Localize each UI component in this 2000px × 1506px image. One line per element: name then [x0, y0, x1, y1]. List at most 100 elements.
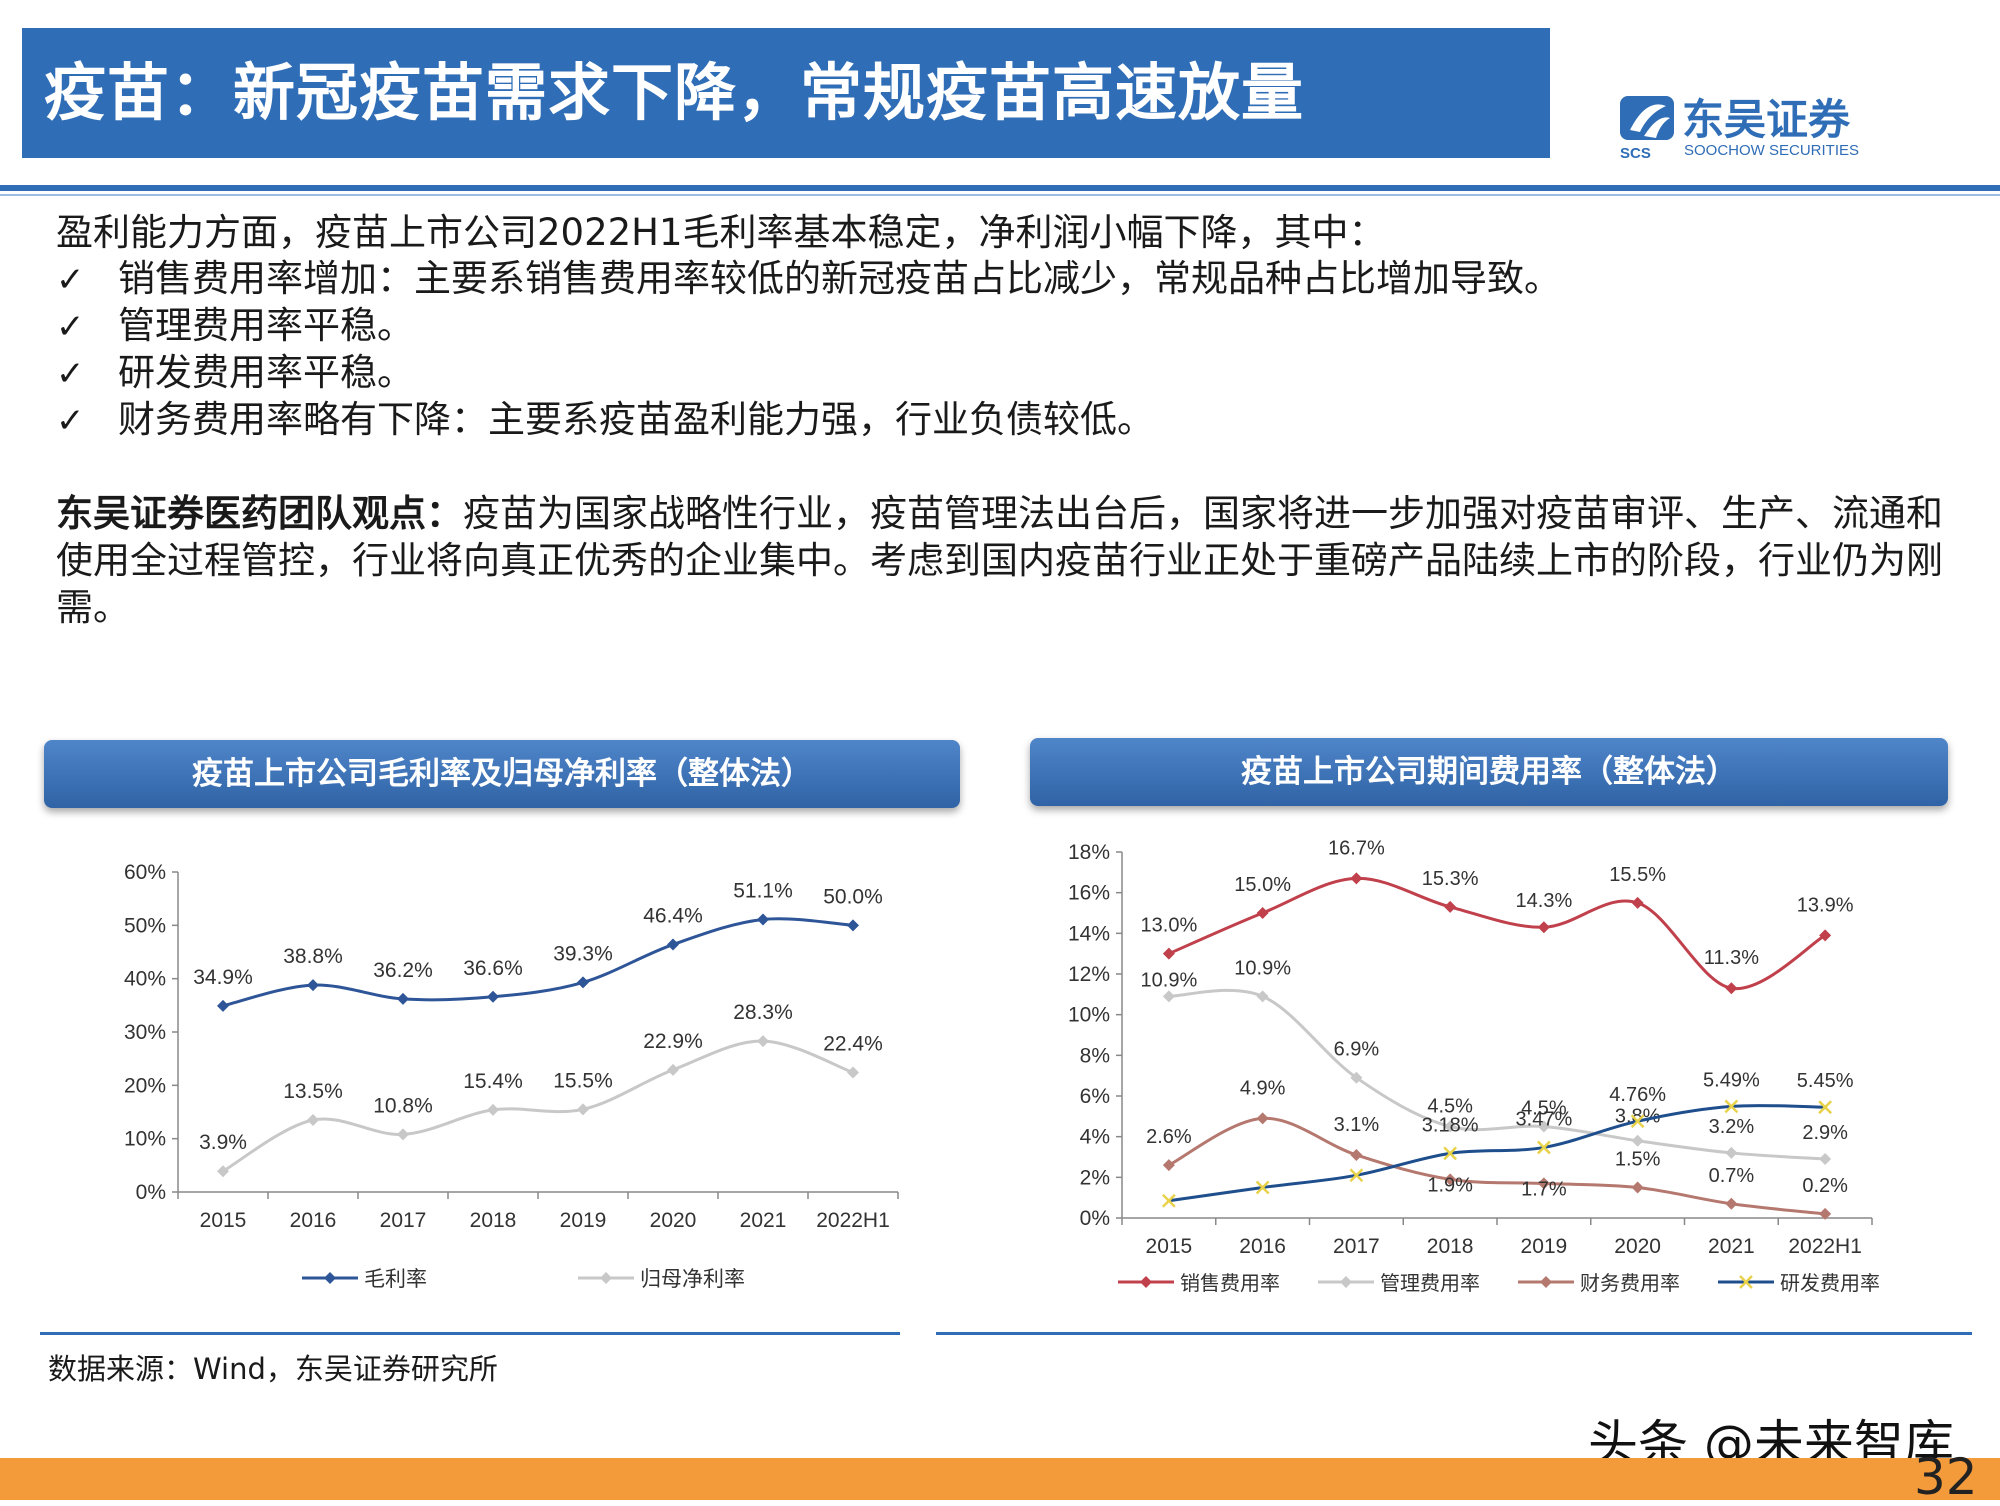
y-tick-label: 10% — [124, 1128, 166, 1151]
y-tick-label: 18% — [1068, 841, 1110, 864]
data-label: 10.8% — [373, 1094, 433, 1117]
data-point — [1444, 1120, 1457, 1133]
data-point — [1162, 1159, 1175, 1172]
check-icon: ✓ — [56, 260, 85, 300]
legend-item: 毛利率 — [302, 1268, 427, 1291]
team-view-label: 东吴证券医药团队观点： — [56, 492, 463, 535]
legend-item: 归母净利率 — [578, 1268, 745, 1291]
data-label: 3.8% — [1615, 1106, 1661, 1128]
x-tick-label: 2021 — [740, 1209, 787, 1232]
data-point — [1537, 921, 1550, 934]
data-label: 51.1% — [733, 879, 793, 902]
chart2-title: 疫苗上市公司期间费用率（整体法） — [1030, 738, 1948, 806]
data-point — [847, 1066, 859, 1079]
footer-bar — [0, 1458, 2000, 1500]
legend-label: 财务费用率 — [1580, 1272, 1680, 1295]
x-tick-label: 2020 — [1614, 1235, 1661, 1258]
header-rule — [0, 185, 2000, 191]
data-point — [757, 913, 769, 926]
data-label: 2.6% — [1146, 1126, 1192, 1148]
x-tick-label: 2015 — [200, 1209, 247, 1232]
data-point — [217, 999, 229, 1012]
data-label: 11.3% — [1704, 947, 1759, 969]
data-label: 15.3% — [1422, 868, 1479, 890]
bullet-text: 财务费用率略有下降：主要系疫苗盈利能力强，行业负债较低。 — [118, 398, 1154, 441]
data-point — [577, 1103, 589, 1116]
data-label: 39.3% — [553, 942, 613, 965]
team-view-text: 疫苗为国家战略性行业，疫苗管理法出台后，国家将进一步加强对疫苗审评、生产、流通和… — [56, 492, 1943, 629]
y-tick-label: 6% — [1080, 1085, 1110, 1108]
x-tick-label: 2016 — [290, 1209, 337, 1232]
chart1-title: 疫苗上市公司毛利率及归母净利率（整体法） — [44, 740, 960, 808]
series-line-归母净利率 — [222, 1039, 854, 1173]
data-label: 0.7% — [1709, 1165, 1755, 1187]
data-point — [1631, 1134, 1644, 1147]
data-point — [757, 1035, 769, 1048]
data-label: 10.9% — [1141, 969, 1198, 991]
check-icon: ✓ — [56, 401, 85, 441]
intro-text: 盈利能力方面，疫苗上市公司2022H1毛利率基本稳定，净利润小幅下降，其中： — [56, 211, 1386, 254]
data-point — [1819, 1207, 1832, 1220]
data-label: 46.4% — [643, 905, 703, 928]
data-label: 3.18% — [1422, 1114, 1479, 1136]
data-point — [1161, 1193, 1176, 1208]
data-point — [397, 1128, 409, 1141]
data-label: 2.9% — [1802, 1122, 1848, 1144]
data-label: 1.9% — [1427, 1174, 1473, 1196]
logo-mark-text: SCS — [1620, 145, 1651, 162]
logo-cn: 东吴证券 — [1682, 95, 1851, 144]
data-label: 3.47% — [1516, 1108, 1573, 1130]
data-point — [847, 919, 859, 932]
data-point — [1444, 1173, 1457, 1186]
check-icon: ✓ — [56, 307, 85, 347]
page-number: 32 — [1914, 1448, 1978, 1506]
data-label: 10.9% — [1234, 957, 1291, 979]
data-point — [1631, 896, 1644, 909]
data-point — [1537, 1120, 1550, 1133]
bullet-text: 管理费用率平稳。 — [118, 304, 414, 347]
data-label: 3.9% — [199, 1131, 247, 1154]
data-point — [397, 992, 409, 1005]
x-tick-label: 2022H1 — [816, 1209, 890, 1232]
data-point — [667, 938, 679, 951]
y-tick-label: 30% — [124, 1021, 166, 1044]
data-label: 15.0% — [1234, 874, 1291, 896]
data-label: 13.9% — [1797, 894, 1854, 916]
data-label: 3.1% — [1334, 1114, 1380, 1136]
x-tick-label: 2016 — [1239, 1235, 1286, 1258]
data-label: 5.49% — [1703, 1069, 1760, 1091]
data-point — [577, 976, 589, 989]
y-tick-label: 8% — [1080, 1044, 1110, 1067]
legend-marker — [600, 1272, 612, 1284]
team-view: 东吴证券医药团队观点：疫苗为国家战略性行业，疫苗管理法出台后，国家将进一步加强对… — [56, 490, 1966, 631]
y-tick-label: 14% — [1068, 922, 1110, 945]
data-label: 15.5% — [553, 1069, 613, 1092]
chart1-bottom-rule — [40, 1332, 900, 1335]
data-point — [217, 1165, 229, 1178]
x-tick-label: 2020 — [650, 1209, 697, 1232]
data-point — [1631, 1181, 1644, 1194]
data-label: 1.7% — [1521, 1178, 1567, 1200]
bullet-item: ✓ 研发费用率平稳。 — [56, 350, 1561, 397]
header-rule-thin — [0, 194, 2000, 196]
data-label: 38.8% — [283, 945, 343, 968]
data-label: 14.3% — [1516, 890, 1573, 912]
logo-mark-icon — [1620, 96, 1674, 140]
company-logo: SCS 东吴证券 SOOCHOW SECURITIES — [1620, 95, 1859, 162]
data-point — [1537, 1177, 1550, 1190]
chart2-bottom-rule — [936, 1332, 1972, 1335]
x-tick-label: 2022H1 — [1788, 1235, 1862, 1258]
y-tick-label: 12% — [1068, 963, 1110, 986]
bullet-text: 研发费用率平稳。 — [118, 351, 414, 394]
y-tick-label: 0% — [136, 1181, 166, 1204]
x-tick-label: 2018 — [470, 1209, 517, 1232]
data-label: 0.2% — [1802, 1175, 1848, 1197]
data-label: 13.5% — [283, 1080, 343, 1103]
series-line-销售费用率 — [1168, 876, 1826, 990]
y-tick-label: 2% — [1080, 1166, 1110, 1189]
data-label: 15.4% — [463, 1070, 523, 1093]
data-point — [1444, 900, 1457, 913]
page-title: 疫苗：新冠疫苗需求下降，常规疫苗高速放量 — [44, 56, 1305, 129]
y-tick-label: 4% — [1080, 1126, 1110, 1149]
legend-marker — [1540, 1276, 1552, 1288]
